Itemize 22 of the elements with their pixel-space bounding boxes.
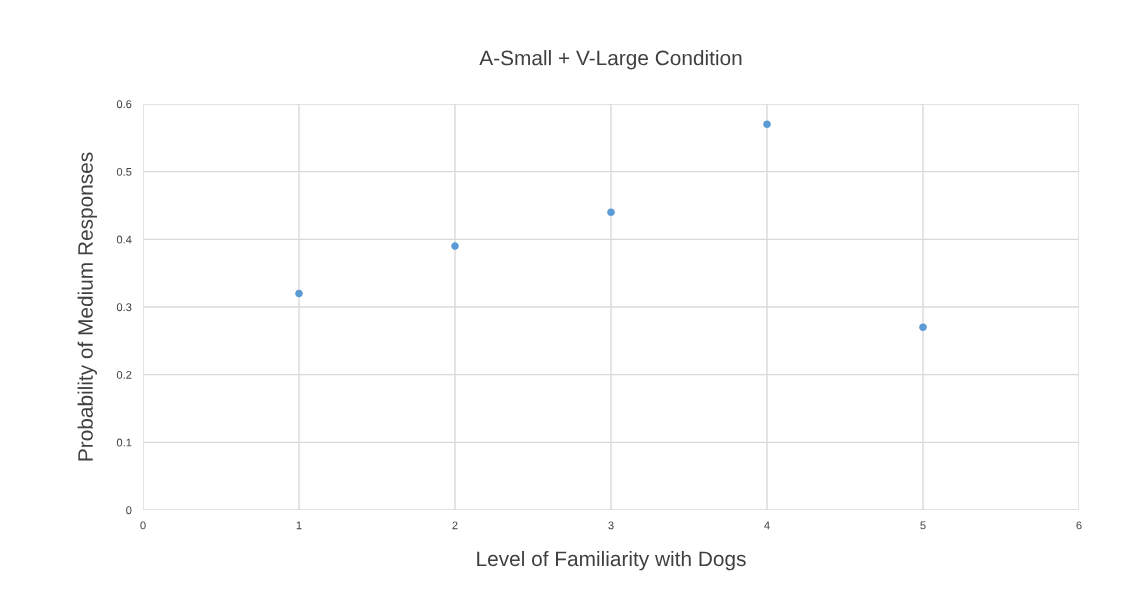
y-tick-label: 0.4 xyxy=(116,235,132,244)
x-tick-label: 6 xyxy=(1076,521,1082,530)
x-tick-label: 3 xyxy=(608,521,614,530)
point xyxy=(919,323,927,332)
chart-title: A-Small + V-Large Condition xyxy=(479,50,742,70)
x-tick-label: 1 xyxy=(296,521,302,530)
y-tick-label: 0.6 xyxy=(116,100,132,109)
y-tick-label: 0.5 xyxy=(116,167,132,176)
x-axis-title: Level of Familiarity with Dogs xyxy=(477,550,746,571)
y-tick-label: 0.3 xyxy=(116,303,132,312)
point xyxy=(763,120,771,129)
y-tick-label: 0.2 xyxy=(116,370,132,379)
x-tick-label: 4 xyxy=(764,521,770,530)
point xyxy=(295,289,303,298)
x-tick-label: 5 xyxy=(920,521,926,530)
y-axis-title: Probability of Medium Responses xyxy=(77,152,97,461)
x-tick-label: 0 xyxy=(140,521,146,530)
y-tick-label: 0.1 xyxy=(116,438,132,447)
y-tick-label: 0 xyxy=(126,506,132,515)
point xyxy=(451,242,459,250)
point xyxy=(607,208,615,217)
x-tick-label: 2 xyxy=(452,521,458,530)
